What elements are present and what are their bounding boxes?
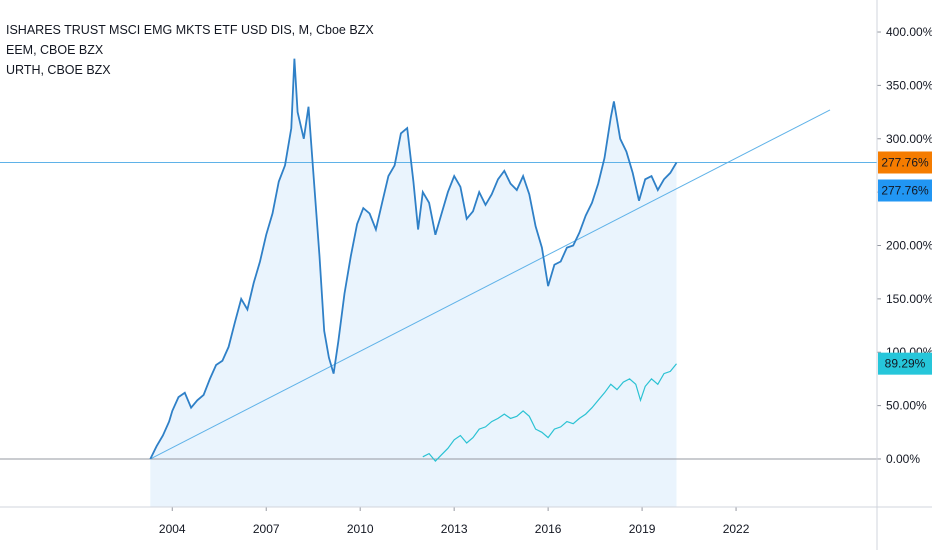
series-line-urth	[422, 363, 677, 462]
series-line-eem	[149, 58, 678, 460]
x-tick-label: 2013	[441, 522, 468, 536]
main-series-fill	[150, 58, 677, 507]
x-tick-label: 2010	[347, 522, 374, 536]
y-tick-label: 400.00%	[886, 25, 932, 39]
x-axis[interactable]: 2004 2007 2010 2013 2016 2019 2022	[159, 507, 750, 536]
badge-blue-bg	[878, 179, 932, 202]
legend: ISHARES TRUST MSCI EMG MKTS ETF USD DIS,…	[6, 20, 374, 80]
badge-orange: 277.76%	[878, 151, 932, 174]
y-tick-label: 150.00%	[886, 292, 932, 306]
x-tick-label: 2022	[723, 522, 750, 536]
legend-series-eem[interactable]: EEM, CBOE BZX	[6, 43, 104, 57]
trend-line[interactable]	[150, 109, 831, 460]
x-tick-label: 2019	[629, 522, 656, 536]
badge-teal-bg	[878, 352, 932, 375]
y-tick-label: 50.00%	[886, 399, 927, 413]
x-tick-label: 2004	[159, 522, 186, 536]
x-tick-label: 2007	[253, 522, 280, 536]
legend-main-title[interactable]: ISHARES TRUST MSCI EMG MKTS ETF USD DIS,…	[6, 23, 374, 37]
badge-orange-bg	[878, 151, 932, 174]
y-tick-label: 300.00%	[886, 132, 932, 146]
badge-teal-text: 89.29%	[885, 357, 926, 371]
badge-orange-text: 277.76%	[881, 155, 929, 169]
x-tick-label: 2016	[535, 522, 562, 536]
badge-teal: 89.29%	[878, 352, 932, 375]
y-tick-label: 200.00%	[886, 238, 932, 252]
y-axis[interactable]: 0.00%50.00%100.00%150.00%200.00%250.00%3…	[877, 25, 932, 466]
y-tick-label: 350.00%	[886, 78, 932, 92]
badge-blue-text: 277.76%	[881, 183, 929, 197]
plot-area[interactable]	[0, 58, 877, 507]
badge-blue: 277.76%	[878, 179, 932, 202]
legend-series-urth[interactable]: URTH, CBOE BZX	[6, 63, 111, 77]
y-tick-label: 0.00%	[886, 452, 920, 466]
